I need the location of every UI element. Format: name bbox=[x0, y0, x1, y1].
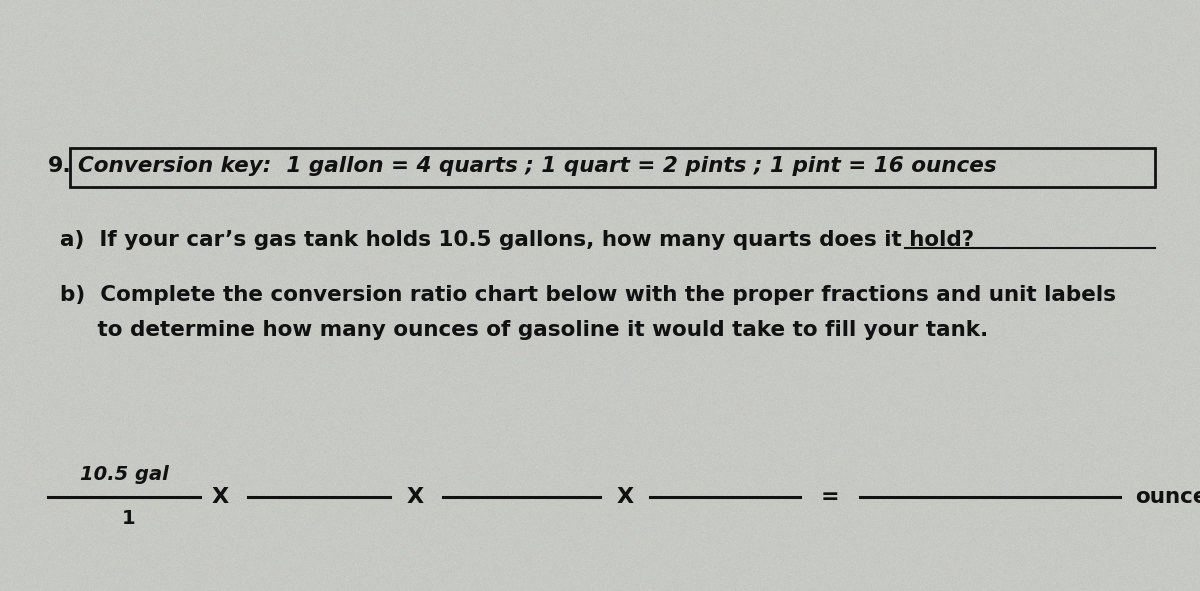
Text: X: X bbox=[211, 487, 228, 507]
Text: 10.5 gal: 10.5 gal bbox=[79, 466, 168, 485]
Text: =: = bbox=[821, 487, 839, 507]
Text: a)  If your car’s gas tank holds 10.5 gallons, how many quarts does it hold?: a) If your car’s gas tank holds 10.5 gal… bbox=[60, 230, 974, 250]
Text: ounces: ounces bbox=[1135, 487, 1200, 507]
Text: 1: 1 bbox=[122, 509, 136, 528]
Text: b)  Complete the conversion ratio chart below with the proper fractions and unit: b) Complete the conversion ratio chart b… bbox=[60, 285, 1116, 305]
Text: X: X bbox=[407, 487, 424, 507]
Text: to determine how many ounces of gasoline it would take to fill your tank.: to determine how many ounces of gasoline… bbox=[60, 320, 989, 340]
Text: X: X bbox=[617, 487, 634, 507]
Text: 9.: 9. bbox=[48, 156, 72, 176]
Text: Conversion key:  1 gallon = 4 quarts ; 1 quart = 2 pints ; 1 pint = 16 ounces: Conversion key: 1 gallon = 4 quarts ; 1 … bbox=[78, 156, 997, 176]
